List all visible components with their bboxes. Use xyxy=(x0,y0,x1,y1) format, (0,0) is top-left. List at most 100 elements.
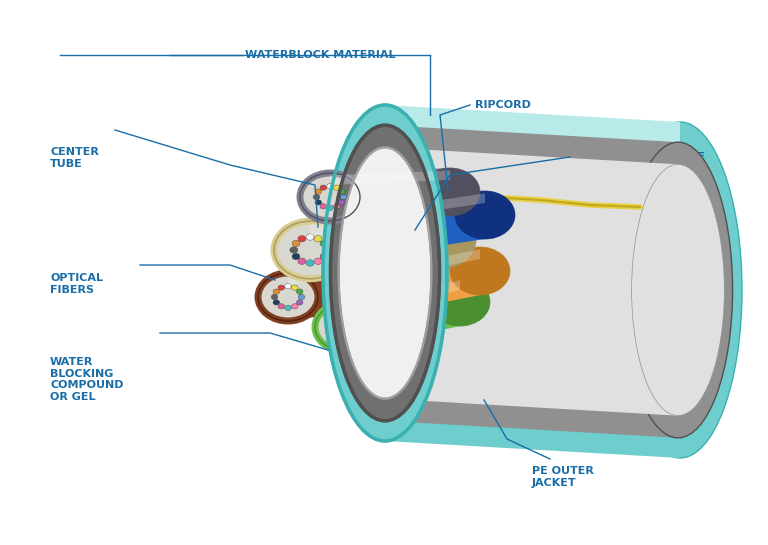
Ellipse shape xyxy=(360,281,366,286)
Ellipse shape xyxy=(380,290,387,295)
Ellipse shape xyxy=(339,147,432,398)
Ellipse shape xyxy=(320,240,328,247)
Ellipse shape xyxy=(335,334,342,339)
Ellipse shape xyxy=(315,189,322,194)
Polygon shape xyxy=(288,255,408,321)
Ellipse shape xyxy=(375,237,382,242)
Ellipse shape xyxy=(278,304,285,309)
Ellipse shape xyxy=(379,285,385,290)
Ellipse shape xyxy=(342,313,349,319)
Ellipse shape xyxy=(320,204,326,209)
Ellipse shape xyxy=(389,237,395,242)
Ellipse shape xyxy=(300,173,360,221)
Ellipse shape xyxy=(353,330,360,335)
Polygon shape xyxy=(385,125,678,438)
Ellipse shape xyxy=(306,260,314,266)
Ellipse shape xyxy=(366,301,373,306)
Ellipse shape xyxy=(370,222,376,227)
Text: WATER
BLOCKING
COMPOUND
OR GEL: WATER BLOCKING COMPOUND OR GEL xyxy=(50,357,124,402)
Polygon shape xyxy=(385,147,678,416)
Ellipse shape xyxy=(340,195,347,199)
Ellipse shape xyxy=(353,319,360,324)
Ellipse shape xyxy=(285,283,291,289)
Ellipse shape xyxy=(320,253,328,259)
Ellipse shape xyxy=(355,206,415,254)
Ellipse shape xyxy=(323,247,330,253)
Ellipse shape xyxy=(298,294,305,300)
Polygon shape xyxy=(288,257,408,285)
Ellipse shape xyxy=(315,303,375,351)
Ellipse shape xyxy=(285,305,291,311)
Ellipse shape xyxy=(258,273,318,321)
Ellipse shape xyxy=(326,184,333,189)
Ellipse shape xyxy=(393,222,400,227)
Ellipse shape xyxy=(373,281,380,286)
Ellipse shape xyxy=(292,240,300,247)
Ellipse shape xyxy=(450,247,510,295)
Ellipse shape xyxy=(323,105,447,441)
Polygon shape xyxy=(370,247,480,317)
Ellipse shape xyxy=(342,335,349,341)
Ellipse shape xyxy=(618,122,742,458)
Ellipse shape xyxy=(315,200,322,205)
Polygon shape xyxy=(345,280,460,315)
Ellipse shape xyxy=(355,324,362,330)
Ellipse shape xyxy=(328,324,335,330)
Ellipse shape xyxy=(382,216,389,222)
Ellipse shape xyxy=(333,185,340,190)
Ellipse shape xyxy=(314,258,322,264)
Polygon shape xyxy=(310,211,440,279)
Ellipse shape xyxy=(330,125,439,421)
Ellipse shape xyxy=(290,247,298,253)
Ellipse shape xyxy=(349,334,355,339)
Ellipse shape xyxy=(375,218,382,223)
Text: PE OUTER
JACKET: PE OUTER JACKET xyxy=(532,466,594,488)
Ellipse shape xyxy=(455,191,515,239)
Ellipse shape xyxy=(340,269,400,317)
Ellipse shape xyxy=(326,205,333,210)
Polygon shape xyxy=(330,171,450,185)
Ellipse shape xyxy=(314,235,322,242)
Ellipse shape xyxy=(355,296,362,301)
Ellipse shape xyxy=(291,285,298,290)
Ellipse shape xyxy=(624,142,733,438)
Ellipse shape xyxy=(396,227,402,233)
Ellipse shape xyxy=(298,235,306,242)
Ellipse shape xyxy=(320,185,326,190)
Ellipse shape xyxy=(291,304,298,309)
Ellipse shape xyxy=(330,330,336,335)
Ellipse shape xyxy=(339,200,345,205)
Ellipse shape xyxy=(430,278,490,326)
Ellipse shape xyxy=(389,218,395,223)
Ellipse shape xyxy=(274,221,346,279)
Ellipse shape xyxy=(370,233,376,238)
Ellipse shape xyxy=(355,285,362,290)
Ellipse shape xyxy=(339,189,345,194)
Polygon shape xyxy=(330,168,450,221)
Text: CENTER
TUBE: CENTER TUBE xyxy=(50,147,99,168)
Ellipse shape xyxy=(273,289,280,294)
Ellipse shape xyxy=(373,300,380,305)
Text: WATERBLOCK MATERIAL: WATERBLOCK MATERIAL xyxy=(245,50,396,60)
Ellipse shape xyxy=(349,315,355,320)
Ellipse shape xyxy=(278,285,285,290)
Ellipse shape xyxy=(335,315,342,320)
Polygon shape xyxy=(370,250,480,281)
Ellipse shape xyxy=(298,258,306,264)
Polygon shape xyxy=(385,105,680,223)
Ellipse shape xyxy=(368,227,375,233)
Ellipse shape xyxy=(379,296,385,301)
Text: RIPCORD: RIPCORD xyxy=(475,100,531,110)
Text: OPTICAL
FIBERS: OPTICAL FIBERS xyxy=(50,273,103,295)
Polygon shape xyxy=(345,278,460,351)
Ellipse shape xyxy=(382,238,389,244)
Ellipse shape xyxy=(306,234,314,240)
Ellipse shape xyxy=(353,290,359,295)
Ellipse shape xyxy=(378,255,438,303)
Ellipse shape xyxy=(313,195,319,199)
Polygon shape xyxy=(385,193,485,218)
Ellipse shape xyxy=(330,319,336,324)
Ellipse shape xyxy=(292,253,300,259)
Ellipse shape xyxy=(333,204,340,209)
Ellipse shape xyxy=(366,280,373,285)
